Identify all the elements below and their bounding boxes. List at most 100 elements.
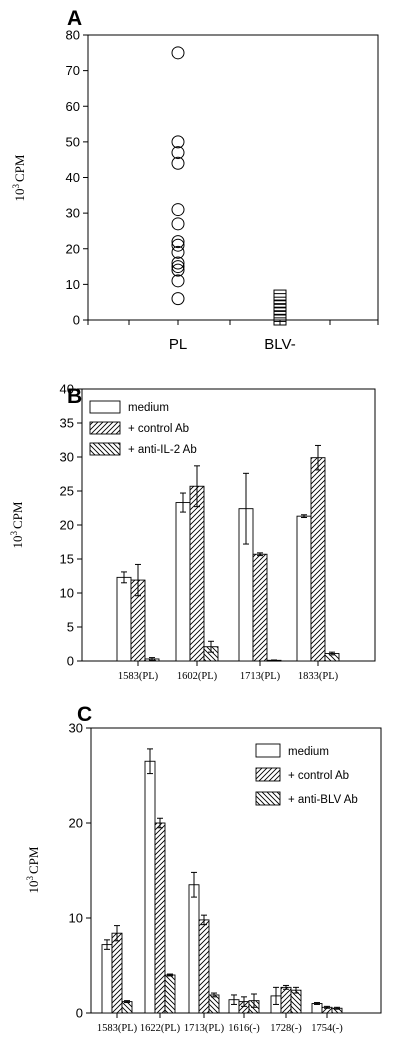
panel-c-ylabel-base: 10 [26, 880, 41, 893]
panel-b-y-axis-label: 103CPM [9, 501, 25, 548]
panel-c-x-ticks: 1583(PL) 1622(PL) 1713(PL) 1616(-) 1728(-) 17… [97, 1013, 343, 1034]
bar [144, 760, 156, 1014]
panel-c-letter: C [77, 703, 92, 726]
panel-c-legend: medium + control Ab + anti-BLV Ab [255, 743, 358, 806]
bar [296, 515, 312, 662]
panel-c-y-axis-label: 103CPM [25, 846, 41, 893]
legend-swatch [89, 442, 121, 456]
x-tick-label: 1833(PL) [298, 671, 339, 682]
panel-a-ylabel-exp: 3 [11, 183, 21, 188]
panel-b-ylabel-exp: 3 [9, 530, 19, 535]
x-tick-label: 1616(-) [228, 1023, 260, 1034]
x-tick-label: 1602(PL) [177, 671, 218, 682]
legend-swatch [255, 791, 281, 806]
legend-label: medium [288, 746, 329, 758]
legend-label: + anti-BLV Ab [288, 794, 358, 806]
panel-a-y-ticks: 0 10 20 30 40 50 60 70 80 [66, 28, 88, 328]
bar [116, 576, 132, 662]
panel-b-letter: B [67, 385, 82, 408]
bar [188, 884, 200, 1014]
y-tick-label: 50 [66, 134, 80, 149]
y-tick-label: 10 [69, 911, 83, 926]
x-tick-label: BLV- [264, 336, 295, 353]
y-tick-label: 20 [69, 816, 83, 831]
y-tick-label: 25 [60, 484, 74, 499]
bar [310, 457, 326, 662]
panel-b: B 0 5 10 15 20 25 30 35 40 1583(PL) 1602(PL) 1713(… [9, 382, 376, 682]
x-tick-label: 1713(PL) [184, 1023, 225, 1034]
data-point-pl [171, 245, 185, 259]
data-point-pl [171, 135, 185, 149]
data-point-pl [171, 292, 185, 306]
bar [198, 919, 210, 1014]
x-tick-label: 1754(-) [311, 1023, 343, 1034]
x-tick-label: 1622(PL) [140, 1023, 181, 1034]
data-point-pl [171, 217, 185, 231]
data-point-pl [171, 238, 185, 252]
legend-label: + control Ab [128, 423, 189, 435]
panel-b-ylabel-base: 10 [10, 535, 25, 548]
x-tick-label: 1583(PL) [97, 1023, 138, 1034]
y-tick-label: 20 [66, 241, 80, 256]
panel-b-y-ticks: 0 5 10 15 20 25 30 35 40 [60, 382, 82, 669]
y-tick-label: 70 [66, 63, 80, 78]
legend-swatch [89, 400, 121, 414]
y-tick-label: 80 [66, 28, 80, 43]
legend-swatch [89, 421, 121, 435]
panel-c: C 0 10 20 30 1583(PL) 1622(PL) 1713(PL) 1616(-… [25, 703, 382, 1034]
legend-swatch [255, 767, 281, 782]
panel-a-points [171, 46, 287, 326]
y-tick-label: 30 [60, 450, 74, 465]
panel-c-y-ticks: 0 10 20 30 [69, 721, 91, 1021]
data-point-blv [273, 296, 287, 308]
bar [290, 989, 302, 1014]
panel-a-ylabel-base: 10 [12, 188, 27, 201]
data-point-blv [273, 300, 287, 312]
bar [252, 553, 268, 662]
data-point-pl [171, 46, 185, 60]
y-tick-label: 35 [60, 416, 74, 431]
bar [101, 944, 113, 1014]
legend-label: + anti-IL-2 Ab [128, 444, 197, 456]
y-tick-label: 10 [66, 277, 80, 292]
panel-a-ylabel-unit: CPM [12, 154, 27, 182]
bar [280, 986, 292, 1014]
y-tick-label: 20 [60, 518, 74, 533]
bar [111, 932, 123, 1014]
data-point-blv [273, 314, 287, 326]
y-tick-label: 15 [60, 552, 74, 567]
panel-c-bars [101, 748, 343, 1014]
data-point-pl [171, 235, 185, 249]
x-tick-label: PL [169, 336, 187, 353]
panel-a-x-ticks: PL BLV- [87, 320, 379, 353]
panel-b-legend: medium + control Ab + anti-IL-2 Ab [89, 400, 197, 456]
x-tick-label: 1713(PL) [240, 671, 281, 682]
x-tick-label: 1583(PL) [118, 671, 159, 682]
panel-a-letter: A [67, 7, 82, 30]
data-point-blv [273, 303, 287, 315]
bar [189, 485, 205, 662]
panel-c-ylabel-unit: CPM [26, 846, 41, 874]
panel-b-ylabel-unit: CPM [10, 501, 25, 529]
data-point-pl [171, 274, 185, 288]
panel-b-x-ticks: 1583(PL) 1602(PL) 1713(PL) 1833(PL) [118, 661, 339, 682]
legend-label: + control Ab [288, 770, 349, 782]
legend-swatch [255, 743, 281, 758]
y-tick-label: 30 [69, 721, 83, 736]
y-tick-label: 0 [73, 313, 80, 328]
data-point-blv [273, 289, 287, 301]
panel-b-bars [116, 444, 340, 662]
data-point-pl [171, 146, 185, 160]
y-tick-label: 60 [66, 99, 80, 114]
panel-c-ylabel-exp: 3 [25, 875, 35, 880]
data-point-blv [273, 293, 287, 305]
legend-label: medium [128, 402, 169, 414]
bar [164, 974, 176, 1014]
bar [208, 994, 220, 1014]
data-point-pl [171, 156, 185, 170]
y-tick-label: 40 [60, 382, 74, 397]
bar [121, 1001, 133, 1014]
data-point-pl [171, 203, 185, 217]
